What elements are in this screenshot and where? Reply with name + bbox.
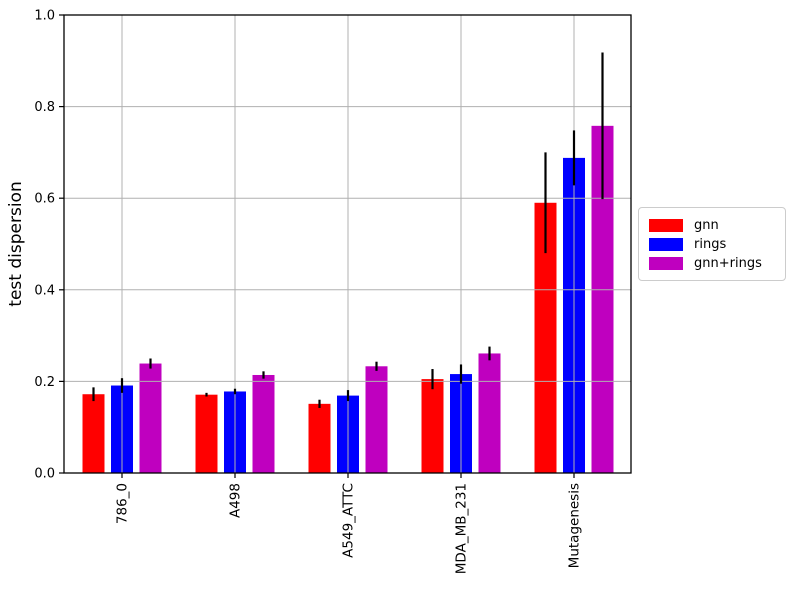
- bar-gnn-A498: [195, 394, 218, 473]
- legend-label-gnn+rings: gnn+rings: [694, 255, 762, 271]
- legend-swatch-gnn+rings: [649, 256, 683, 270]
- bar-gnn-786_0: [82, 394, 105, 473]
- bar-gnn+rings-MDA_MB_231: [478, 353, 501, 473]
- x-tick-label-MDA_MB_231: MDA_MB_231: [454, 483, 470, 574]
- bar-gnn-MDA_MB_231: [421, 379, 444, 473]
- y-tick-label-0.8: 0.8: [34, 100, 55, 115]
- legend-entry-gnn+rings: gnn+rings: [649, 254, 775, 272]
- x-tick-label-A549_ATTC: A549_ATTC: [341, 483, 357, 558]
- error-bars-layer: [92, 52, 604, 408]
- x-tick-label-Mutagenesis: Mutagenesis: [567, 483, 583, 568]
- legend-entry-rings: rings: [649, 235, 775, 253]
- y-axis-label: test dispersion: [6, 181, 26, 306]
- y-tick-label-0.2: 0.2: [34, 375, 55, 390]
- legend-swatch-gnn: [649, 218, 683, 232]
- y-tick-label-1.0: 1.0: [34, 9, 55, 24]
- legend: gnn rings gnn+rings: [638, 207, 786, 281]
- y-tick-label-0.6: 0.6: [34, 192, 55, 207]
- axes-layer: 0.0 0.2 0.4 0.6 0.8 1.0 786_0 A498 A549_ATTC MDA_…: [34, 9, 632, 574]
- legend-label-gnn: gnn: [694, 217, 719, 233]
- x-tick-label-A498: A498: [228, 483, 244, 518]
- grid-layer: [64, 15, 631, 473]
- bar-gnn-Mutagenesis: [534, 202, 557, 473]
- x-tick-label-786_0: 786_0: [115, 483, 131, 524]
- bar-gnn+rings-Mutagenesis: [591, 125, 614, 473]
- legend-entry-gnn: gnn: [649, 216, 775, 234]
- legend-swatch-rings: [649, 237, 683, 251]
- bar-gnn-A549_ATTC: [308, 403, 331, 473]
- bar-gnn+rings-A549_ATTC: [365, 366, 388, 473]
- legend-label-rings: rings: [694, 236, 727, 252]
- bar-gnn+rings-A498: [252, 374, 275, 473]
- y-tick-label-0.4: 0.4: [34, 283, 55, 298]
- y-tick-label-0.0: 0.0: [34, 467, 55, 482]
- bar-gnn+rings-786_0: [139, 363, 162, 473]
